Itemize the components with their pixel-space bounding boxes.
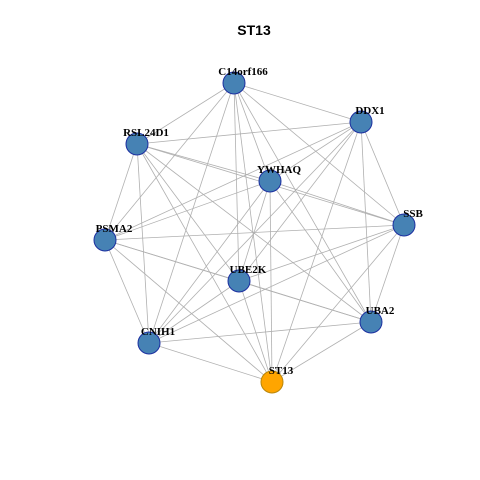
node	[349, 110, 373, 134]
edge	[148, 321, 372, 344]
edge	[238, 280, 372, 323]
nodes: C14orf166 DDX1 RSL24D1 YWHAQ SSB PSMA2 UBE2K UB…	[93, 66, 423, 394]
node	[125, 132, 149, 156]
edge	[370, 224, 405, 323]
node	[137, 331, 161, 355]
node	[93, 228, 117, 252]
edge	[148, 280, 240, 344]
node-label: ST13	[269, 365, 294, 377]
edge	[136, 121, 362, 145]
edge	[269, 180, 405, 226]
node-label: RSL24D1	[123, 127, 169, 139]
node	[392, 213, 416, 237]
node-label: SSB	[403, 208, 423, 220]
edge	[104, 239, 273, 383]
node	[258, 169, 282, 193]
edge	[148, 180, 271, 344]
edge	[269, 180, 372, 323]
edge	[269, 121, 362, 182]
node-label: UBE2K	[230, 264, 267, 276]
edge	[104, 143, 138, 241]
edge	[136, 143, 150, 344]
edge	[238, 121, 362, 282]
edge	[238, 224, 405, 282]
edge	[136, 82, 235, 145]
edge	[233, 82, 405, 226]
edge	[269, 180, 273, 383]
edge	[148, 82, 235, 344]
edges	[104, 82, 405, 383]
edge	[238, 180, 271, 282]
edge	[136, 143, 271, 182]
node-label: DDX1	[355, 105, 384, 117]
edge	[233, 82, 271, 182]
edge	[233, 82, 362, 123]
node-label: PSMA2	[96, 223, 133, 235]
edge	[233, 82, 372, 323]
edge	[104, 121, 362, 241]
edge	[271, 321, 372, 383]
edge	[136, 143, 273, 383]
node	[222, 71, 246, 95]
edge	[238, 280, 273, 383]
title: ST13	[237, 22, 271, 38]
node	[260, 370, 284, 394]
edge	[136, 143, 240, 282]
edge	[360, 121, 405, 226]
node-label: C14orf166	[218, 66, 268, 78]
node-label: UBA2	[366, 305, 395, 317]
edge	[104, 82, 235, 241]
edge	[104, 224, 405, 241]
edge	[271, 224, 405, 383]
edge	[104, 239, 150, 344]
edge	[148, 342, 273, 383]
node-label: CNIH1	[141, 326, 175, 338]
edge	[360, 121, 372, 323]
edge	[104, 180, 271, 241]
node	[227, 269, 251, 293]
node	[359, 310, 383, 334]
edge	[148, 224, 405, 344]
edge	[271, 121, 362, 383]
node-label: YWHAQ	[257, 164, 301, 176]
edge	[233, 82, 240, 282]
